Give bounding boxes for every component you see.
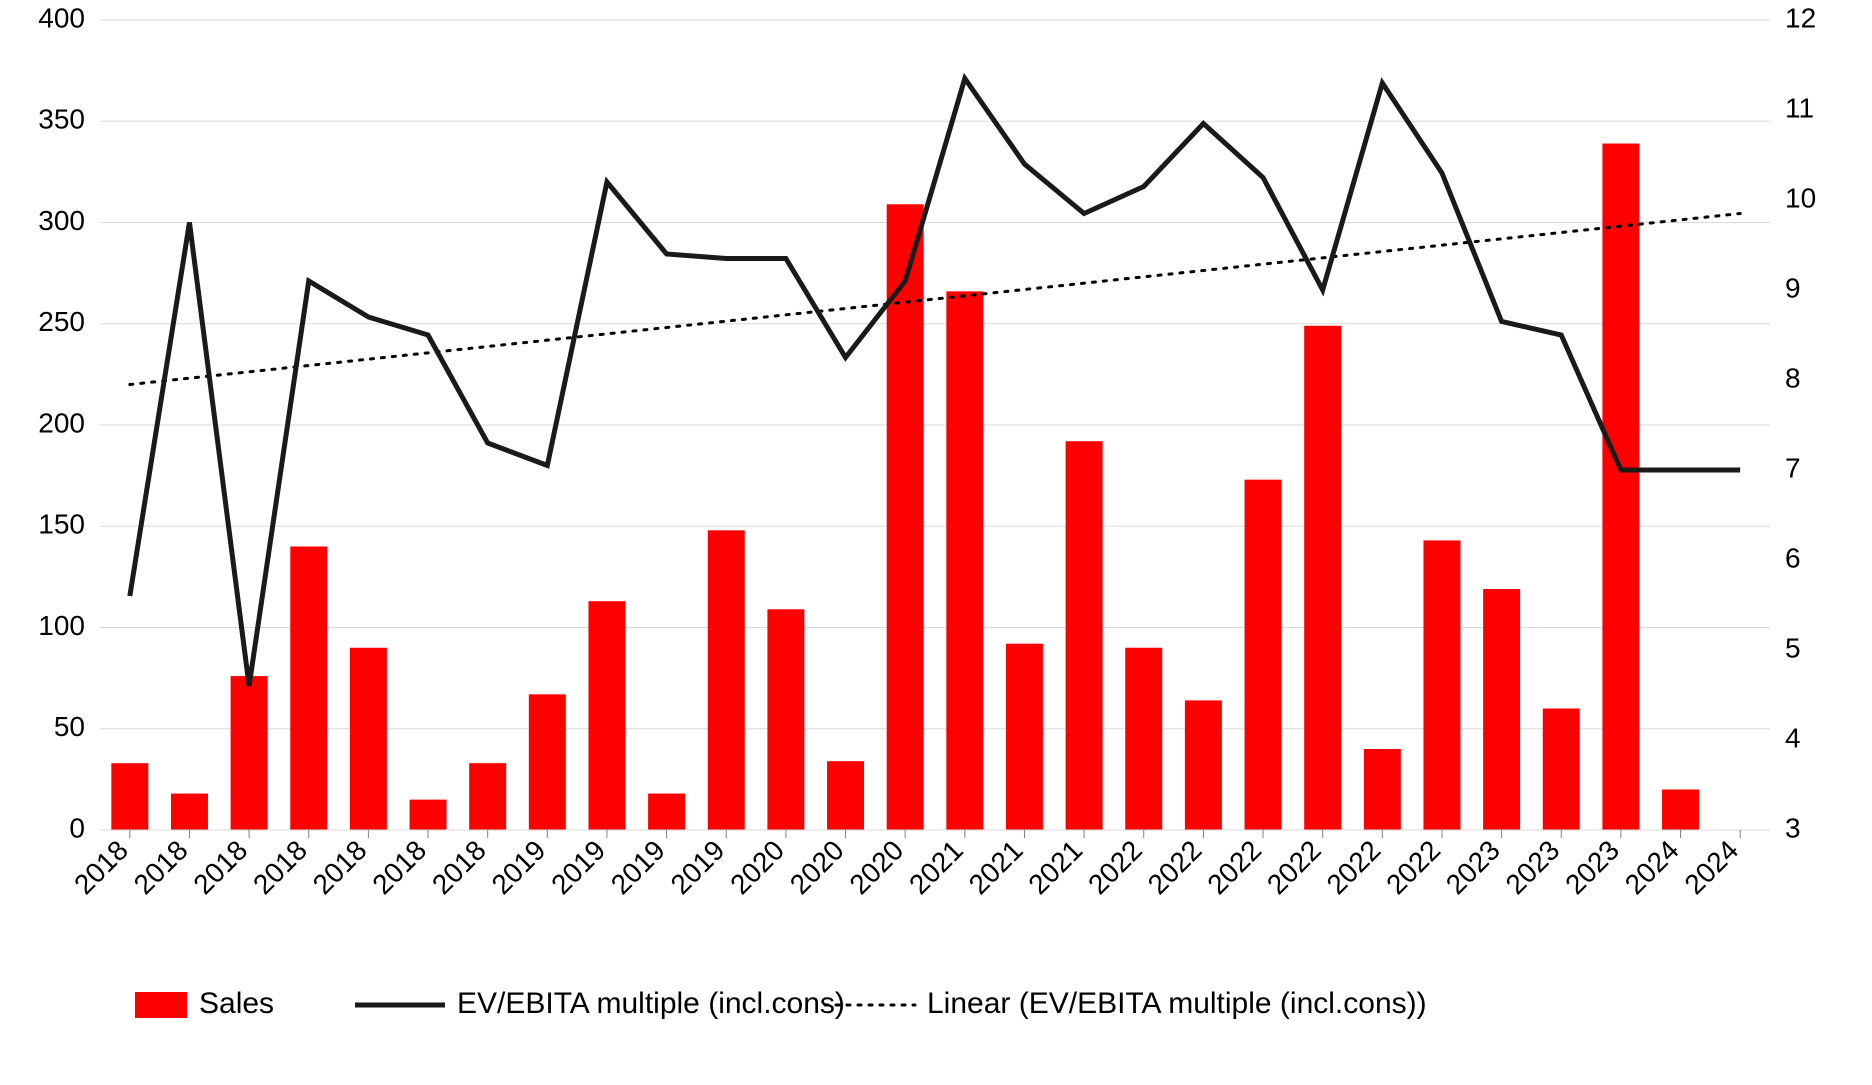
y-left-tick: 250 [38, 306, 85, 337]
bar [1245, 480, 1282, 830]
y-right-tick: 3 [1785, 812, 1801, 843]
legend-swatch-bar [135, 992, 187, 1018]
y-left-tick: 0 [69, 812, 85, 843]
combo-chart: 0501001502002503003504003456789101112201… [0, 0, 1872, 1080]
y-left-tick: 300 [38, 205, 85, 236]
y-right-tick: 10 [1785, 182, 1816, 213]
y-left-tick: 50 [54, 711, 85, 742]
bar [767, 609, 804, 830]
bar [111, 763, 148, 830]
bar [171, 794, 208, 830]
bar [1006, 644, 1043, 830]
bar [469, 763, 506, 830]
y-left-tick: 350 [38, 104, 85, 135]
y-right-tick: 4 [1785, 722, 1801, 753]
bar [648, 794, 685, 830]
y-right-tick: 11 [1785, 92, 1814, 123]
bar [827, 761, 864, 830]
bar [1185, 700, 1222, 830]
bar [1423, 540, 1460, 830]
bar [588, 601, 625, 830]
y-right-tick: 12 [1785, 2, 1816, 33]
bar [708, 530, 745, 830]
y-right-tick: 9 [1785, 272, 1801, 303]
bar [1543, 709, 1580, 831]
bar [1662, 790, 1699, 831]
bar [529, 694, 566, 830]
bar [350, 648, 387, 830]
legend-label: Sales [199, 987, 274, 1020]
bar [1125, 648, 1162, 830]
y-left-tick: 200 [38, 407, 85, 438]
bar [231, 676, 268, 830]
legend-label: EV/EBITA multiple (incl.cons) [457, 987, 845, 1020]
y-right-tick: 5 [1785, 632, 1801, 663]
bar [290, 547, 327, 831]
bar [1602, 144, 1639, 830]
y-right-tick: 8 [1785, 362, 1801, 393]
bar [946, 291, 983, 830]
bar [1304, 326, 1341, 830]
chart-container: 0501001502002503003504003456789101112201… [0, 0, 1872, 1080]
y-left-tick: 150 [38, 509, 85, 540]
bar [1483, 589, 1520, 830]
bar [1066, 441, 1103, 830]
y-right-tick: 6 [1785, 542, 1801, 573]
bar [1364, 749, 1401, 830]
y-right-tick: 7 [1785, 452, 1801, 483]
y-left-tick: 400 [38, 2, 85, 33]
legend-label: Linear (EV/EBITA multiple (incl.cons)) [927, 987, 1427, 1020]
y-left-tick: 100 [38, 610, 85, 641]
bar [410, 800, 447, 830]
